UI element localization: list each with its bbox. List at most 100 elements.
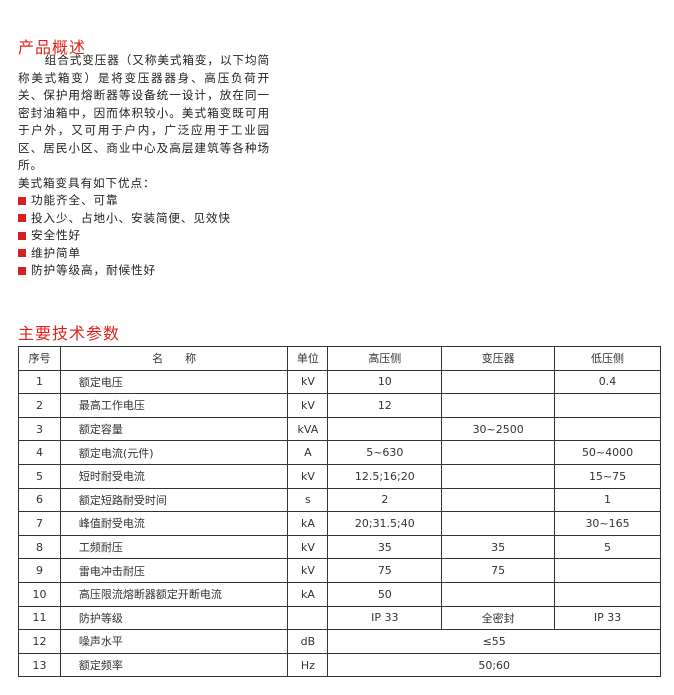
table-row: 13 额定频率 Hz 50;60 bbox=[18, 652, 661, 678]
bullet-square-icon bbox=[18, 249, 26, 258]
advantages-list: 功能齐全、可靠 投入少、占地小、安装简便、见效快 安全性好 维护简单 防护等级高… bbox=[18, 192, 270, 280]
column-header: 名 称 bbox=[59, 346, 289, 371]
unit: A bbox=[287, 440, 329, 465]
specs-table: 序号名 称单位 高压侧 变压器 低压侧 1 额定电压 kV 10 0.4 2 最高工作电压 kV 12… bbox=[18, 346, 661, 678]
lv-side bbox=[554, 581, 661, 607]
bullet-square-icon bbox=[18, 266, 26, 275]
lv-side: 5 bbox=[554, 534, 661, 560]
list-item: 安全性好 bbox=[18, 227, 270, 245]
column-header: 单位 bbox=[287, 346, 329, 371]
hv-side: 10 bbox=[327, 369, 443, 395]
transformer bbox=[441, 393, 556, 418]
table-row: 8 工频耐压 kV 35 35 5 bbox=[18, 534, 661, 560]
unit: kV bbox=[287, 463, 329, 489]
param-name: 最高工作电压 bbox=[59, 393, 289, 418]
unit: kV bbox=[287, 558, 329, 583]
transformer: 全密封 bbox=[441, 605, 556, 631]
row-number: 1 bbox=[18, 369, 61, 395]
bullet-square-icon bbox=[18, 214, 26, 223]
unit: kV bbox=[287, 369, 329, 395]
param-name: 额定电流(元件) bbox=[59, 440, 289, 465]
row-number: 8 bbox=[18, 534, 61, 560]
hv-side: 20;31.5;40 bbox=[327, 511, 443, 536]
column-header: 低压侧 bbox=[554, 346, 661, 371]
merged-value: 50;60 bbox=[327, 652, 661, 678]
specs-title: 主要技术参数 bbox=[18, 324, 121, 343]
lv-side: 0.4 bbox=[554, 369, 661, 395]
unit: kV bbox=[287, 393, 329, 418]
transformer: 75 bbox=[441, 558, 556, 583]
row-number: 6 bbox=[18, 487, 61, 513]
param-name: 额定电压 bbox=[59, 369, 289, 395]
unit: kA bbox=[287, 511, 329, 536]
transformer bbox=[441, 511, 556, 536]
lv-side: 30~165 bbox=[554, 511, 661, 536]
unit: Hz bbox=[287, 652, 329, 678]
lv-side bbox=[554, 393, 661, 418]
row-number: 4 bbox=[18, 440, 61, 465]
overview-text: 组合式变压器（又称美式箱变，以下均简称美式箱变）是将变压器器身、高压负荷开关、保… bbox=[18, 52, 270, 280]
table-row: 2 最高工作电压 kV 12 bbox=[18, 393, 661, 418]
table-row: 10 高压限流熔断器额定开断电流 kA 50 bbox=[18, 581, 661, 607]
row-number: 12 bbox=[18, 629, 61, 654]
transformer: 35 bbox=[441, 534, 556, 560]
lv-side: 1 bbox=[554, 487, 661, 513]
hv-side: 2 bbox=[327, 487, 443, 513]
list-item: 防护等级高，耐候性好 bbox=[18, 262, 270, 280]
param-name: 峰值耐受电流 bbox=[59, 511, 289, 536]
unit: s bbox=[287, 487, 329, 513]
list-item: 功能齐全、可靠 bbox=[18, 192, 270, 210]
column-header: 序号 bbox=[18, 346, 61, 371]
table-row: 3 额定容量 kVA 30~2500 bbox=[18, 416, 661, 442]
row-number: 7 bbox=[18, 511, 61, 536]
list-item: 投入少、占地小、安装简便、见效快 bbox=[18, 210, 270, 228]
table-row: 11 防护等级 IP 33 全密封 IP 33 bbox=[18, 605, 661, 631]
transformer: 30~2500 bbox=[441, 416, 556, 442]
param-name: 工频耐压 bbox=[59, 534, 289, 560]
table-row: 1 额定电压 kV 10 0.4 bbox=[18, 369, 661, 395]
table-row: 5 短时耐受电流 kV 12.5;16;20 15~75 bbox=[18, 463, 661, 489]
row-number: 2 bbox=[18, 393, 61, 418]
lv-side: 15~75 bbox=[554, 463, 661, 489]
param-name: 高压限流熔断器额定开断电流 bbox=[59, 581, 289, 607]
overview-paragraph: 组合式变压器（又称美式箱变，以下均简称美式箱变）是将变压器器身、高压负荷开关、保… bbox=[18, 53, 270, 172]
hv-side: 50 bbox=[327, 581, 443, 607]
unit: dB bbox=[287, 629, 329, 654]
unit bbox=[287, 605, 329, 631]
bullet-square-icon bbox=[18, 231, 26, 240]
bullet-square-icon bbox=[18, 196, 26, 205]
lv-side bbox=[554, 416, 661, 442]
hv-side: 12 bbox=[327, 393, 443, 418]
transformer bbox=[441, 440, 556, 465]
table-row: 4 额定电流(元件) A 5~630 50~4000 bbox=[18, 440, 661, 465]
transformer bbox=[441, 463, 556, 489]
overview-title: 产品概述 bbox=[18, 38, 87, 57]
lv-side: 50~4000 bbox=[554, 440, 661, 465]
row-number: 9 bbox=[18, 558, 61, 583]
unit: kA bbox=[287, 581, 329, 607]
hv-side: 5~630 bbox=[327, 440, 443, 465]
param-name: 雷电冲击耐压 bbox=[59, 558, 289, 583]
transformer bbox=[441, 581, 556, 607]
row-number: 13 bbox=[18, 652, 61, 678]
table-row: 12 噪声水平 dB ≤55 bbox=[18, 629, 661, 654]
param-name: 短时耐受电流 bbox=[59, 463, 289, 489]
table-header-row: 序号名 称单位 高压侧 变压器 低压侧 bbox=[18, 346, 661, 371]
hv-side: IP 33 bbox=[327, 605, 443, 631]
table-row: 9 雷电冲击耐压 kV 75 75 bbox=[18, 558, 661, 583]
param-name: 额定频率 bbox=[59, 652, 289, 678]
transformer bbox=[441, 369, 556, 395]
table-row: 6 额定短路耐受时间 s 2 1 bbox=[18, 487, 661, 513]
hv-side: 35 bbox=[327, 534, 443, 560]
row-number: 3 bbox=[18, 416, 61, 442]
lv-side bbox=[554, 558, 661, 583]
hv-side: 75 bbox=[327, 558, 443, 583]
unit: kVA bbox=[287, 416, 329, 442]
transformer bbox=[441, 487, 556, 513]
column-header: 变压器 bbox=[441, 346, 556, 371]
hv-side: 12.5;16;20 bbox=[327, 463, 443, 489]
row-number: 5 bbox=[18, 463, 61, 489]
lv-side: IP 33 bbox=[554, 605, 661, 631]
row-number: 10 bbox=[18, 581, 61, 607]
param-name: 额定短路耐受时间 bbox=[59, 487, 289, 513]
